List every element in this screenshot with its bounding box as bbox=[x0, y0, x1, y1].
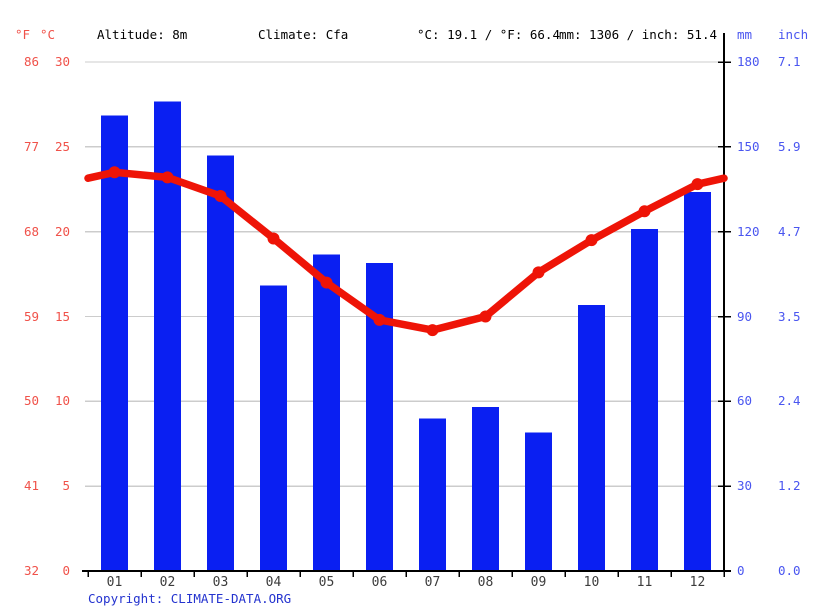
temperature-point-01 bbox=[108, 166, 121, 179]
precip-bar-12 bbox=[684, 192, 711, 572]
precip-bar-08 bbox=[472, 406, 499, 571]
temperature-point-03 bbox=[214, 190, 227, 203]
left-axis-f-label: 59 bbox=[23, 308, 39, 324]
left-axis-f-label: 77 bbox=[23, 138, 39, 154]
right-axis-mm-label: 60 bbox=[737, 393, 753, 409]
left-axis-c-label: 0 bbox=[62, 563, 70, 578]
precip-bar-01 bbox=[101, 115, 128, 571]
left-axis-c-label: 10 bbox=[54, 393, 70, 409]
temperature-point-08 bbox=[479, 310, 492, 323]
header-climate-type: Climate: Cfa bbox=[258, 27, 349, 42]
month-label-02: 02 bbox=[159, 575, 176, 590]
right-axis-mm-label: 0 bbox=[737, 563, 745, 578]
header-mm-label: mm bbox=[737, 27, 753, 42]
temperature-point-09 bbox=[532, 266, 545, 279]
right-axis-mm-label: 30 bbox=[737, 478, 753, 494]
temperature-point-10 bbox=[585, 234, 598, 247]
precip-bar-07 bbox=[419, 418, 446, 571]
precip-bar-09 bbox=[525, 432, 552, 571]
temperature-point-06 bbox=[373, 313, 386, 326]
left-axis-c-label: 30 bbox=[54, 54, 70, 69]
right-axis-inch-label: 1.2 bbox=[778, 478, 801, 494]
temperature-point-05 bbox=[320, 276, 333, 289]
right-axis-inch-label: 5.9 bbox=[778, 138, 801, 154]
copyright-link[interactable]: Copyright: CLIMATE-DATA.ORG bbox=[88, 591, 292, 606]
month-label-06: 06 bbox=[371, 575, 388, 590]
precip-bar-10 bbox=[578, 305, 605, 571]
left-axis-c-label: 15 bbox=[54, 308, 70, 324]
month-label-05: 05 bbox=[318, 575, 335, 590]
month-label-10: 10 bbox=[583, 575, 600, 590]
header-avg-temperature: °C: 19.1 / °F: 66.4 bbox=[417, 27, 560, 42]
month-label-04: 04 bbox=[265, 575, 282, 590]
precip-bar-11 bbox=[631, 228, 658, 572]
precip-bar-04 bbox=[260, 285, 287, 571]
left-axis-c-label: 25 bbox=[54, 138, 70, 154]
temperature-point-07 bbox=[426, 324, 439, 337]
header-deg-c-label: °C bbox=[40, 27, 56, 42]
left-axis-f-label: 50 bbox=[23, 393, 39, 409]
left-axis-f-label: 41 bbox=[23, 478, 39, 494]
header-precipitation-total: mm: 1306 / inch: 51.4 bbox=[558, 27, 717, 42]
left-axis-f-label: 86 bbox=[23, 54, 39, 69]
right-axis-inch-label: 4.7 bbox=[778, 223, 801, 239]
header-inch-label: inch bbox=[778, 27, 809, 42]
precip-bar-05 bbox=[313, 254, 340, 572]
month-label-07: 07 bbox=[424, 575, 441, 590]
temperature-line bbox=[84, 168, 728, 334]
header-altitude: Altitude: 8m bbox=[97, 27, 188, 42]
right-axis-mm-label: 150 bbox=[737, 138, 760, 154]
temperature-point-12 bbox=[691, 178, 704, 191]
temperature-point-02 bbox=[161, 171, 174, 184]
right-axis-mm-label: 90 bbox=[737, 308, 753, 324]
header-deg-f-label: °F bbox=[15, 27, 31, 42]
right-axis-inch-label: 0.0 bbox=[778, 563, 801, 578]
precip-bar-03 bbox=[207, 155, 234, 572]
right-axis-inch-label: 3.5 bbox=[778, 308, 801, 324]
left-axis-f-label: 68 bbox=[23, 223, 39, 239]
month-label-12: 12 bbox=[689, 575, 706, 590]
temperature-point-04 bbox=[267, 232, 280, 245]
right-axis-mm-label: 120 bbox=[737, 223, 760, 239]
right-axis-inch-label: 7.1 bbox=[778, 54, 801, 69]
left-axis-f-label: 32 bbox=[23, 563, 39, 578]
month-label-03: 03 bbox=[212, 575, 229, 590]
left-axis-c-label: 20 bbox=[54, 223, 70, 239]
right-axis-mm-label: 180 bbox=[737, 54, 760, 69]
temperature-point-11 bbox=[638, 205, 651, 218]
left-axis-c-label: 5 bbox=[62, 478, 70, 494]
month-label-08: 08 bbox=[477, 575, 494, 590]
month-label-11: 11 bbox=[636, 575, 653, 590]
month-label-01: 01 bbox=[106, 575, 123, 590]
right-axis-inch-label: 2.4 bbox=[778, 393, 801, 409]
month-label-09: 09 bbox=[530, 575, 547, 590]
